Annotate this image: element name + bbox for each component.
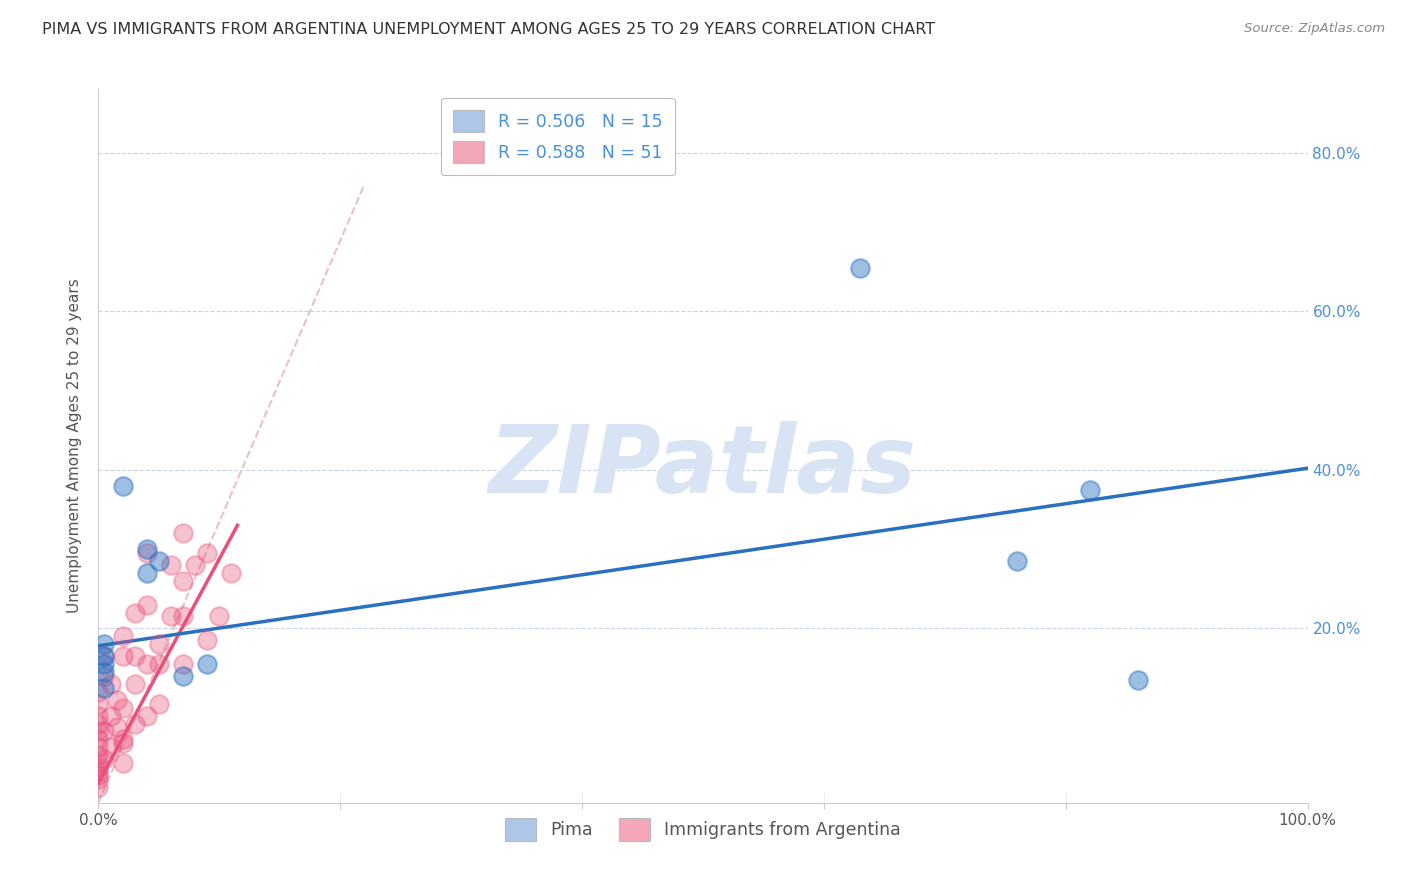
Point <box>87 732 110 747</box>
Point <box>100 740 122 755</box>
Point <box>124 716 146 731</box>
Point <box>135 708 157 723</box>
Point <box>148 637 170 651</box>
Point <box>93 752 115 766</box>
Point <box>1007 554 1029 568</box>
Point <box>148 554 170 568</box>
Point <box>849 260 872 275</box>
Point <box>135 542 157 557</box>
Point <box>93 724 115 739</box>
Text: Source: ZipAtlas.com: Source: ZipAtlas.com <box>1244 22 1385 36</box>
Point <box>111 700 134 714</box>
Point <box>124 606 146 620</box>
Point <box>100 677 122 691</box>
Point <box>105 721 128 735</box>
Point <box>135 598 157 612</box>
Point <box>111 649 134 664</box>
Point <box>87 772 110 786</box>
Point <box>184 558 207 572</box>
Point <box>87 697 110 711</box>
Point <box>87 780 110 794</box>
Point <box>100 708 122 723</box>
Point <box>1078 483 1101 497</box>
Point <box>160 558 183 572</box>
Point <box>135 657 157 671</box>
Point <box>87 716 110 731</box>
Point <box>195 633 218 648</box>
Point <box>87 724 110 739</box>
Point <box>172 657 194 671</box>
Text: PIMA VS IMMIGRANTS FROM ARGENTINA UNEMPLOYMENT AMONG AGES 25 TO 29 YEARS CORRELA: PIMA VS IMMIGRANTS FROM ARGENTINA UNEMPL… <box>42 22 935 37</box>
Point <box>111 736 134 750</box>
Point <box>208 609 231 624</box>
Point <box>87 740 110 755</box>
Point <box>172 526 194 541</box>
Point <box>172 669 194 683</box>
Point <box>111 478 134 492</box>
Point <box>93 665 115 679</box>
Point <box>93 637 115 651</box>
Point <box>1128 673 1150 687</box>
Y-axis label: Unemployment Among Ages 25 to 29 years: Unemployment Among Ages 25 to 29 years <box>67 278 83 614</box>
Point <box>148 697 170 711</box>
Point <box>221 566 243 580</box>
Point <box>105 692 128 706</box>
Point <box>160 609 183 624</box>
Point <box>124 677 146 691</box>
Point <box>148 657 170 671</box>
Point <box>111 629 134 643</box>
Point <box>87 764 110 778</box>
Point <box>135 546 157 560</box>
Point <box>135 566 157 580</box>
Point <box>172 609 194 624</box>
Point <box>111 756 134 771</box>
Point <box>93 669 115 683</box>
Point <box>195 657 218 671</box>
Point <box>87 685 110 699</box>
Point <box>87 760 110 774</box>
Point <box>87 756 110 771</box>
Point <box>111 732 134 747</box>
Point <box>93 649 115 664</box>
Point <box>172 574 194 588</box>
Point <box>87 708 110 723</box>
Point <box>124 649 146 664</box>
Legend: Pima, Immigrants from Argentina: Pima, Immigrants from Argentina <box>498 812 908 847</box>
Point <box>93 657 115 671</box>
Point <box>87 768 110 782</box>
Text: ZIPatlas: ZIPatlas <box>489 421 917 514</box>
Point <box>195 546 218 560</box>
Point <box>93 681 115 695</box>
Point <box>93 649 115 664</box>
Point <box>87 748 110 763</box>
